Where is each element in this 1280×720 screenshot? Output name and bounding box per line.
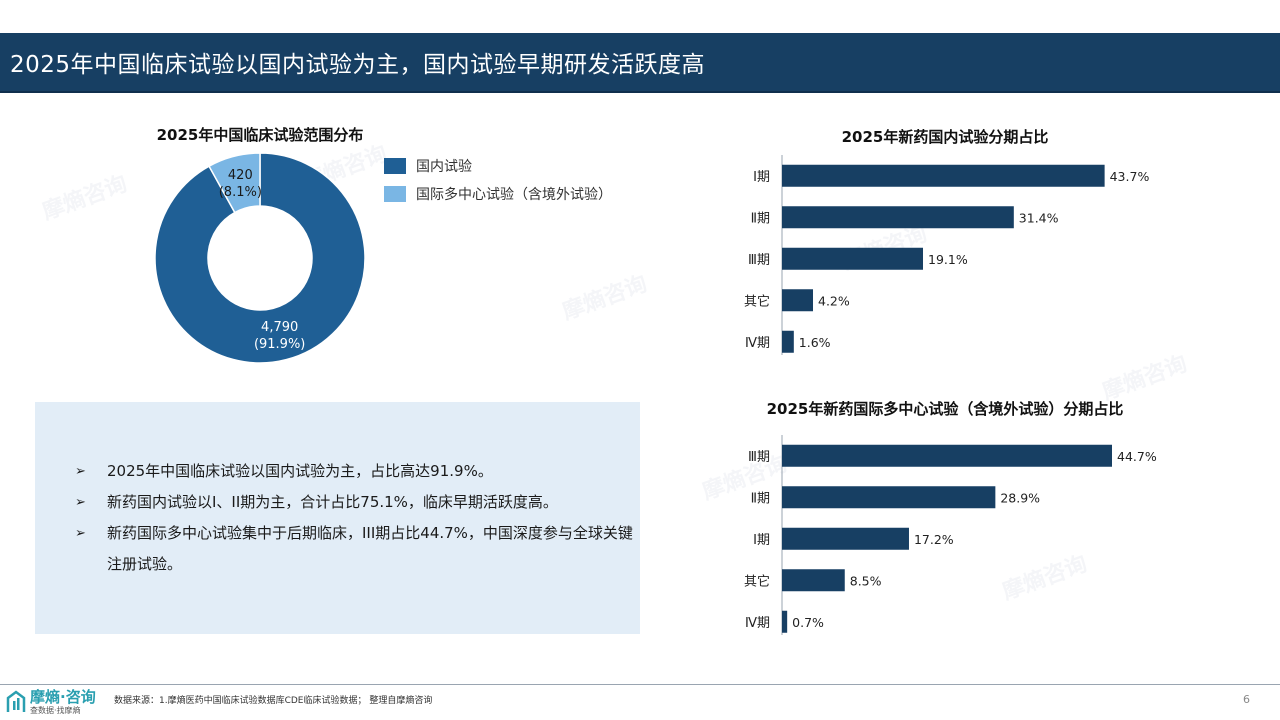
category-label: Ⅱ期 [751, 211, 770, 226]
category-label: 其它 [744, 573, 770, 589]
bar-value-label: 44.7% [1117, 449, 1157, 464]
bar [782, 444, 1112, 467]
bar-value-label: 19.1% [928, 252, 968, 267]
donut-chart: 4,790 (91.9%) 420 (8.1%) [154, 152, 366, 364]
watermark: 摩熵咨询 [559, 271, 651, 326]
donut-chart-title: 2025年中国临床试验范围分布 [156, 126, 364, 144]
logo-subtitle: 查数据·找摩熵 [30, 706, 81, 715]
legend-item-domestic: 国内试验 [384, 152, 612, 180]
summary-list: ➢ 2025年中国临床试验以国内试验为主，占比高达91.9%。 ➢ 新药国内试验… [75, 456, 635, 580]
bar-chart-1-title: 2025年新药国内试验分期占比 [841, 128, 1049, 146]
slice-percent-label: (91.9%) [254, 337, 305, 352]
legend-item-international: 国际多中心试验（含境外试验） [384, 180, 612, 208]
watermark: 摩熵咨询 [39, 171, 131, 226]
data-source-note: 数据来源：1.摩熵医药中国临床试验数据库CDE临床试验数据； 整理自摩熵咨询 [114, 696, 433, 706]
summary-item: ➢ 2025年中国临床试验以国内试验为主，占比高达91.9%。 [75, 456, 635, 487]
bullet-arrow-icon: ➢ [75, 526, 86, 541]
category-label: Ⅳ期 [745, 336, 770, 351]
category-label: 其它 [744, 293, 770, 309]
bullet-arrow-icon: ➢ [75, 464, 86, 479]
legend-label: 国内试验 [416, 159, 472, 175]
category-label: Ⅲ期 [748, 253, 770, 268]
bullet-arrow-icon: ➢ [75, 495, 86, 510]
category-label: Ⅱ期 [751, 491, 770, 506]
page-number: 6 [1243, 693, 1250, 706]
bar [782, 247, 924, 270]
donut-slice [208, 152, 261, 214]
category-label: Ⅳ期 [745, 616, 770, 631]
category-label: Ⅰ期 [753, 170, 770, 185]
legend-swatch [384, 158, 406, 174]
logo-text: 摩熵·咨询 [30, 688, 96, 706]
bar-chart-2-title: 2025年新药国际多中心试验（含境外试验）分期占比 [766, 400, 1124, 418]
bar-value-label: 43.7% [1110, 169, 1150, 184]
bar-value-label: 4.2% [818, 293, 850, 308]
bar [782, 610, 788, 633]
summary-box: ➢ 2025年中国临床试验以国内试验为主，占比高达91.9%。 ➢ 新药国内试验… [35, 402, 640, 634]
legend-swatch [384, 186, 406, 202]
summary-text: 2025年中国临床试验以国内试验为主，占比高达91.9%。 [107, 462, 493, 480]
summary-item: ➢ 新药国内试验以I、II期为主，合计占比75.1%，临床早期活跃度高。 [75, 487, 635, 518]
donut-legend: 国内试验 国际多中心试验（含境外试验） [384, 152, 612, 208]
bar [782, 330, 794, 353]
donut-slice [154, 152, 366, 364]
bar-value-label: 0.7% [792, 615, 824, 630]
bar-value-label: 17.2% [914, 532, 954, 547]
slice-value-label: 420 [228, 168, 253, 183]
bar [782, 164, 1105, 187]
summary-item: ➢ 新药国际多中心试验集中于后期临床，III期占比44.7%，中国深度参与全球关… [75, 518, 635, 580]
bar-value-label: 8.5% [850, 573, 882, 588]
legend-label: 国际多中心试验（含境外试验） [416, 187, 612, 203]
bar-value-label: 31.4% [1019, 210, 1059, 225]
slice-percent-label: (8.1%) [219, 185, 262, 200]
logo-icon [6, 690, 26, 712]
slice-value-label: 4,790 [261, 320, 298, 335]
category-label: Ⅲ期 [748, 450, 770, 465]
bar-value-label: 28.9% [1000, 490, 1040, 505]
category-label: Ⅰ期 [753, 533, 770, 548]
header-bar: 2025年中国临床试验以国内试验为主，国内试验早期研发活跃度高 [0, 33, 1280, 93]
summary-text: 新药国内试验以I、II期为主，合计占比75.1%，临床早期活跃度高。 [107, 493, 558, 511]
bar-value-label: 1.6% [799, 335, 831, 350]
footer-divider [0, 684, 1280, 685]
bar [782, 569, 845, 592]
bar [782, 289, 814, 312]
bar [782, 527, 909, 550]
summary-text: 新药国际多中心试验集中于后期临床，III期占比44.7%，中国深度参与全球关键注… [107, 524, 633, 573]
bar-chart-domestic: Ⅰ期 43.7% Ⅱ期 31.4% Ⅲ期 19.1% 其它 4.2% Ⅳ期 1.6% [744, 155, 1150, 355]
page-title: 2025年中国临床试验以国内试验为主，国内试验早期研发活跃度高 [10, 52, 706, 78]
bar [782, 206, 1014, 229]
bar [782, 486, 996, 509]
bar-chart-international: Ⅲ期 44.7% Ⅱ期 28.9% Ⅰ期 17.2% 其它 8.5% Ⅳ期 0.7% [744, 435, 1157, 635]
